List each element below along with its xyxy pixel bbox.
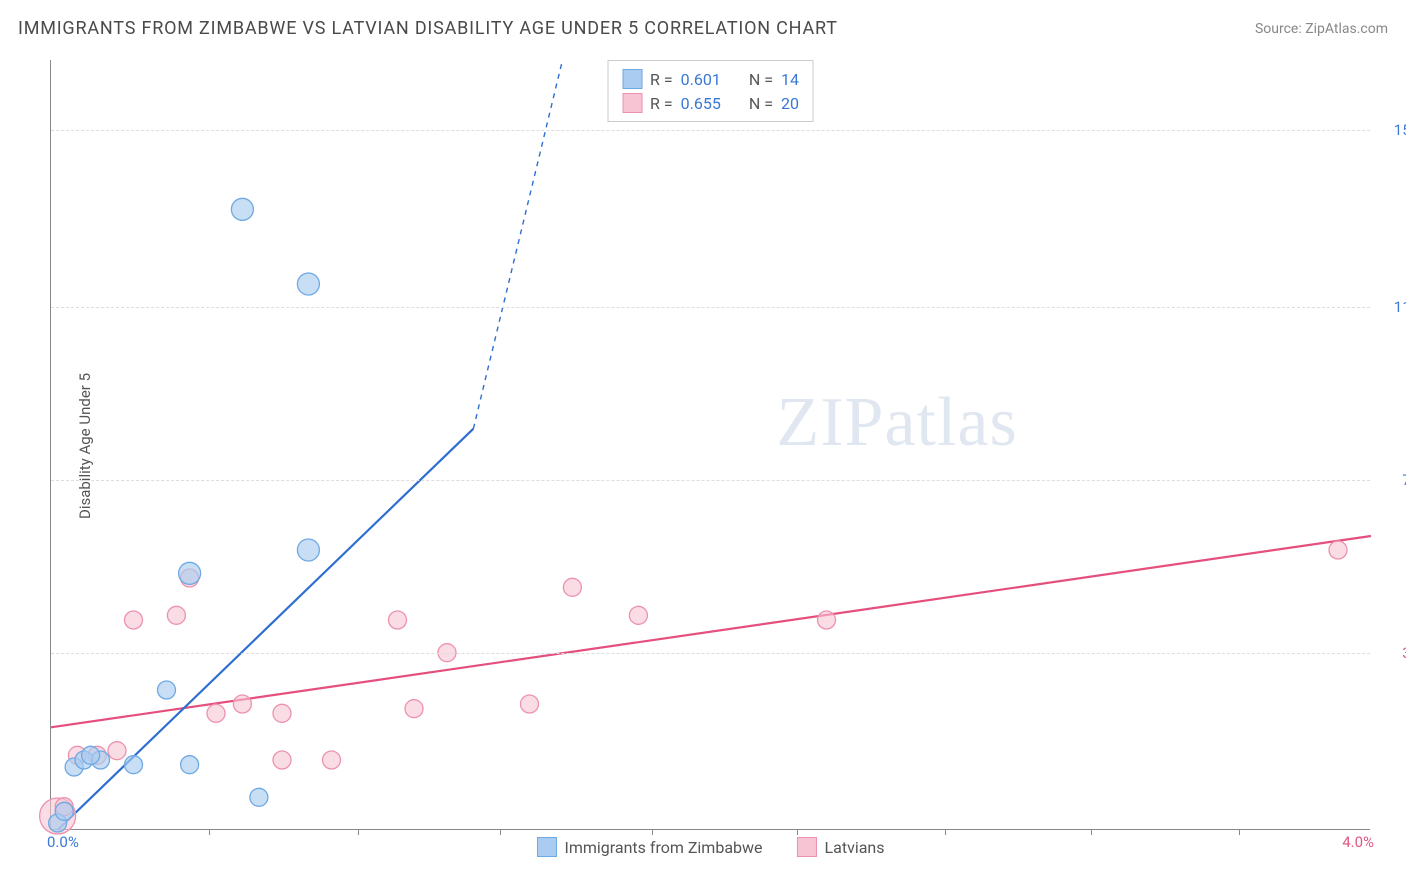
stat-pink-r: 0.655: [681, 94, 721, 113]
stat-blue-n: 14: [781, 70, 799, 89]
stat-label-r: R =: [650, 70, 673, 89]
y-tick-label: 3.8%: [1402, 644, 1406, 662]
stat-label-r: R =: [650, 94, 673, 113]
stat-blue-r: 0.601: [681, 70, 721, 89]
x-tick: [1091, 829, 1092, 835]
plot-area: ZIPatlas R = 0.601 N = 14 R = 0.655 N = …: [50, 60, 1370, 830]
legend-label-blue: Immigrants from Zimbabwe: [564, 838, 762, 857]
y-tick-label: 15.0%: [1394, 121, 1406, 139]
legend-label-pink: Latvians: [825, 838, 885, 857]
source-attribution: Source: ZipAtlas.com: [1255, 21, 1388, 37]
x-tick: [652, 829, 653, 835]
legend-stats-row-blue: R = 0.601 N = 14: [622, 67, 799, 91]
legend-item-blue: Immigrants from Zimbabwe: [536, 837, 762, 857]
x-tick: [1239, 829, 1240, 835]
y-tick-label: 11.2%: [1394, 298, 1406, 316]
y-tick-label: 7.5%: [1402, 471, 1406, 489]
gridline: [51, 130, 1370, 131]
x-axis-max-label: 4.0%: [1342, 833, 1374, 851]
x-tick: [358, 829, 359, 835]
title-bar: IMMIGRANTS FROM ZIMBABWE VS LATVIAN DISA…: [18, 18, 1388, 39]
x-tick: [500, 829, 501, 835]
chart-title: IMMIGRANTS FROM ZIMBABWE VS LATVIAN DISA…: [18, 18, 838, 39]
gridline: [51, 480, 1370, 481]
stat-label-n: N =: [749, 94, 773, 113]
legend-stats: R = 0.601 N = 14 R = 0.655 N = 20: [607, 60, 814, 122]
legend-item-pink: Latvians: [797, 837, 885, 857]
stat-pink-n: 20: [781, 94, 799, 113]
swatch-pink: [797, 837, 817, 857]
x-tick: [797, 829, 798, 835]
swatch-blue: [536, 837, 556, 857]
gridline: [51, 653, 1370, 654]
x-tick: [209, 829, 210, 835]
chart-svg: [51, 60, 1370, 829]
x-tick: [945, 829, 946, 835]
gridline: [51, 307, 1370, 308]
stat-label-n: N =: [749, 70, 773, 89]
legend-series: Immigrants from Zimbabwe Latvians: [536, 837, 884, 857]
x-axis-origin-label: 0.0%: [47, 833, 79, 851]
legend-stats-row-pink: R = 0.655 N = 20: [622, 91, 799, 115]
swatch-pink: [622, 93, 642, 113]
swatch-blue: [622, 69, 642, 89]
